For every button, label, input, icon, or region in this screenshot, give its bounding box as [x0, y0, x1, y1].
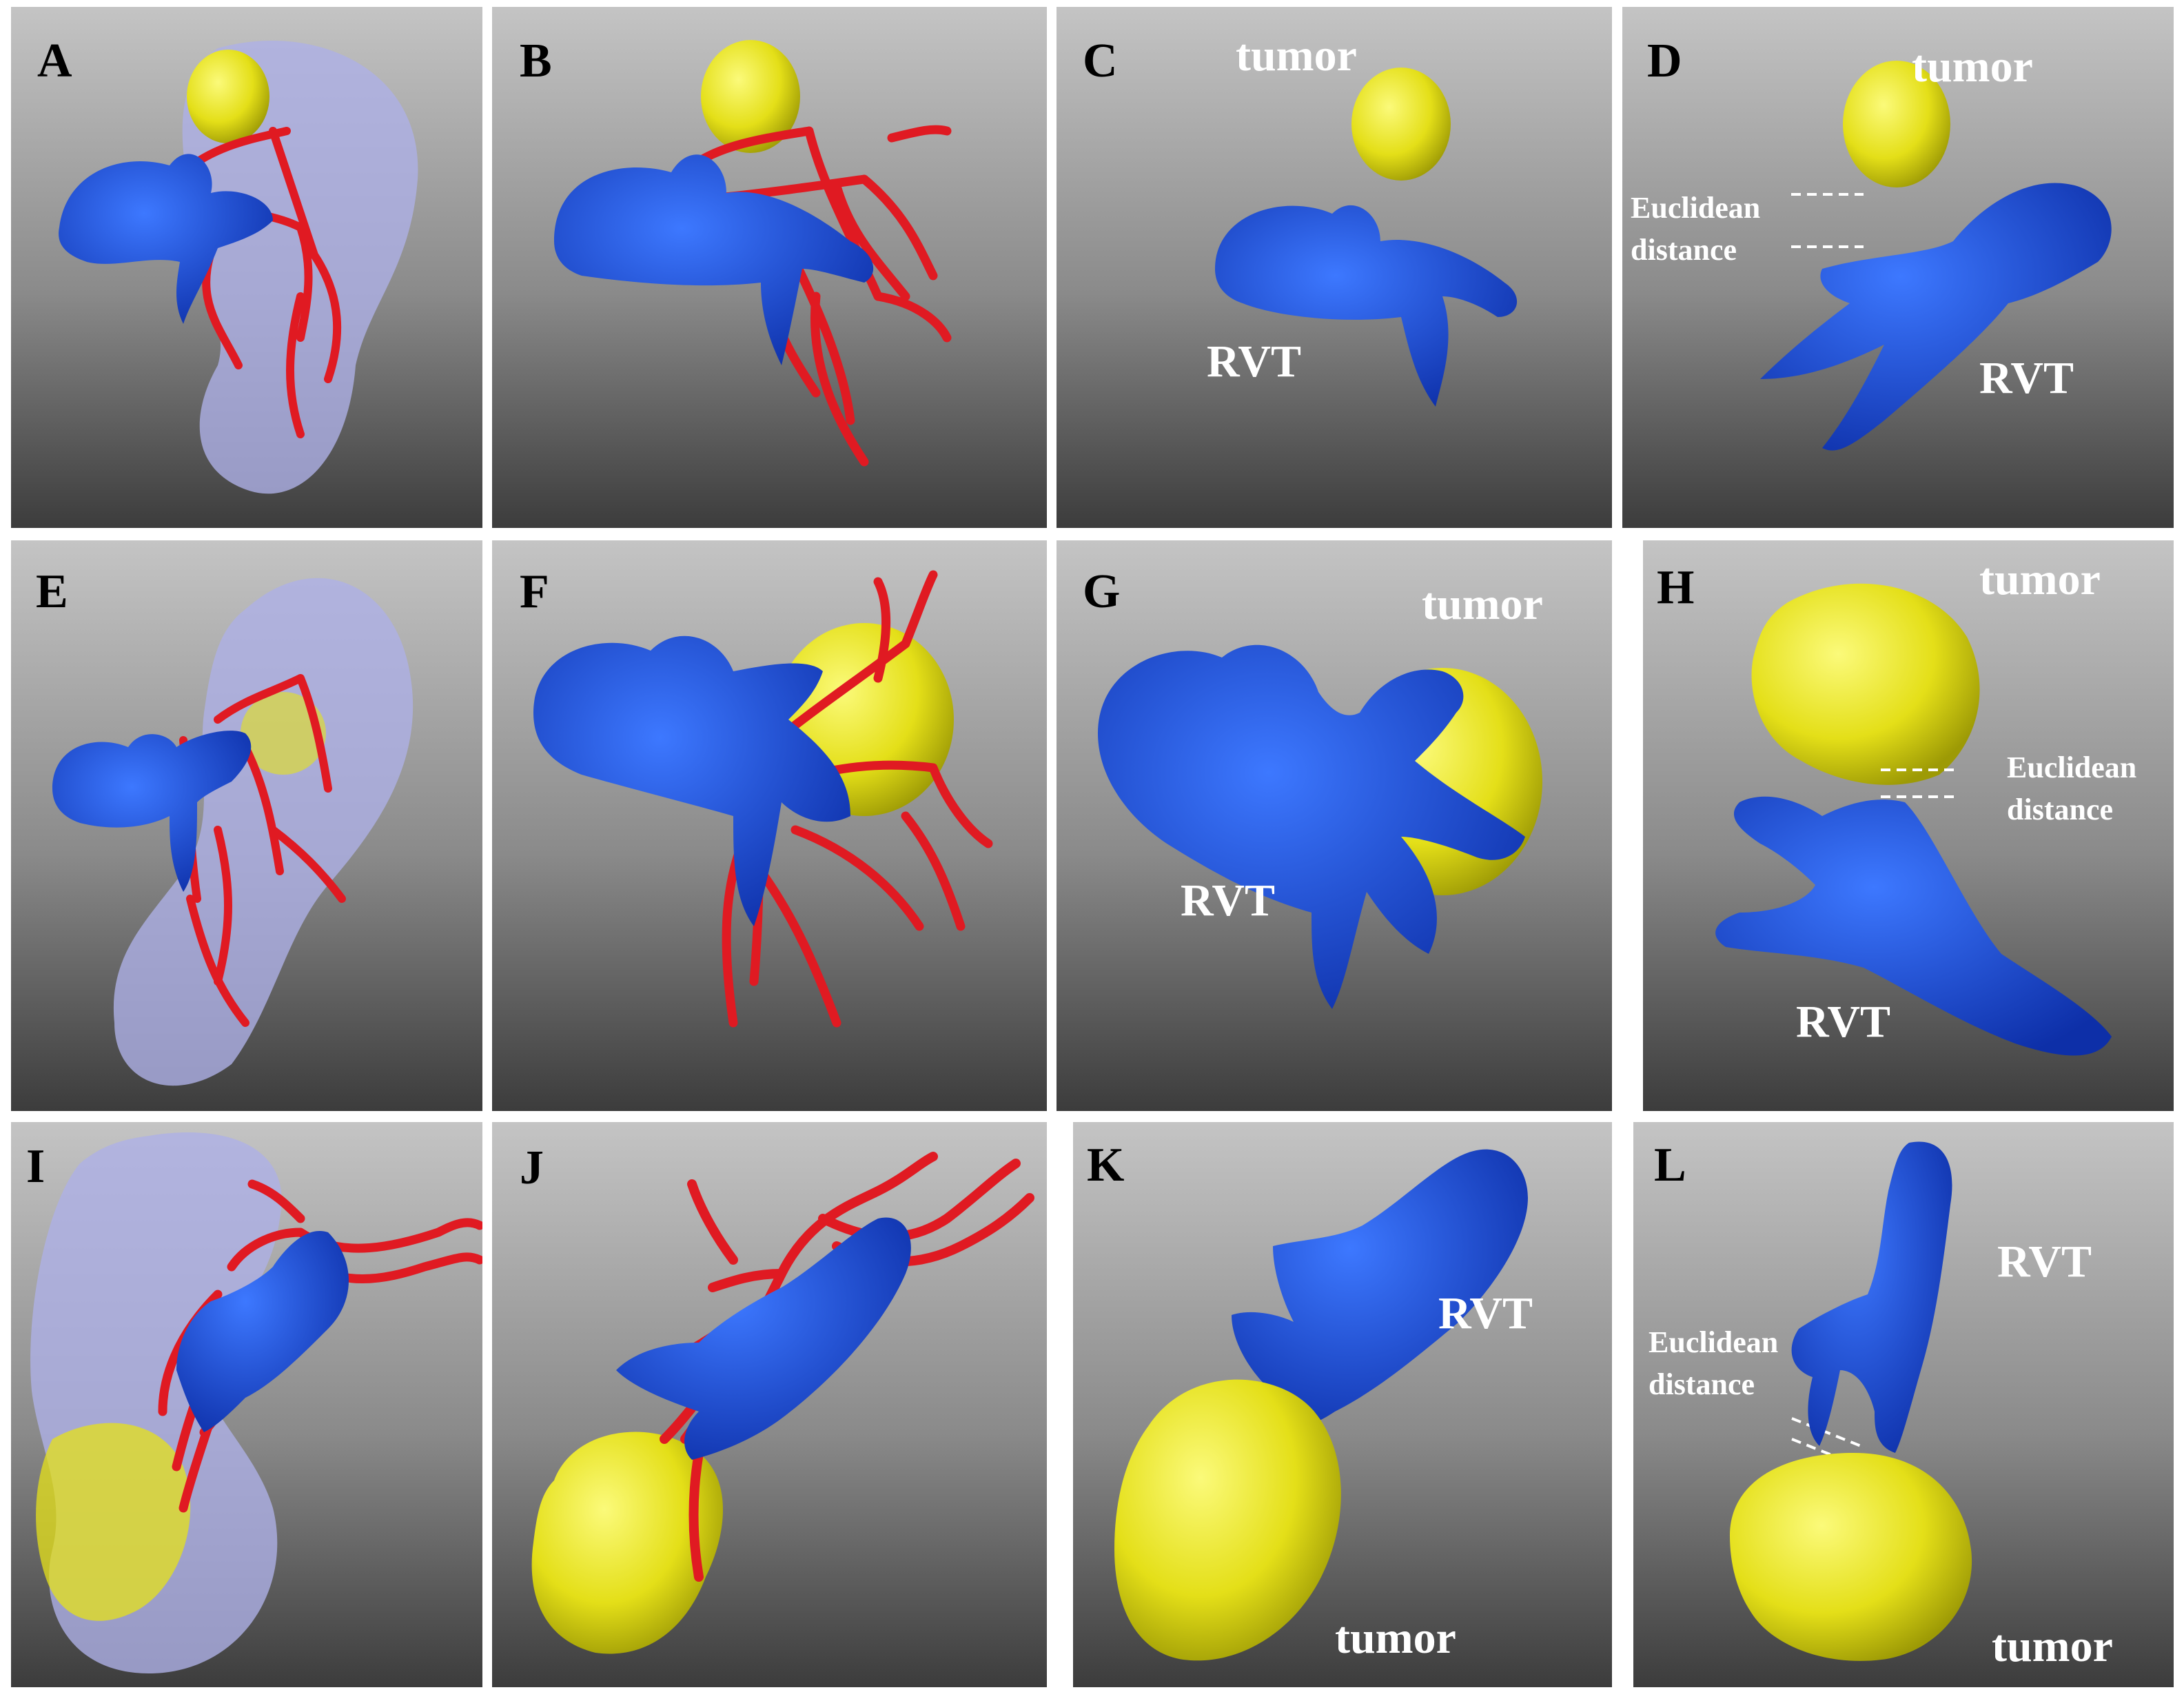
tumor	[241, 692, 326, 775]
panel-label: L	[1654, 1139, 1686, 1192]
render-g	[1057, 540, 1612, 1111]
rvt-label: RVT	[1207, 336, 1302, 387]
tumor-label: tumor	[1335, 1613, 1456, 1663]
distance-label: Euclidean distance	[1631, 191, 1761, 267]
panel-j: J	[492, 1122, 1047, 1687]
panel-label: I	[26, 1140, 45, 1193]
panel-label: B	[520, 34, 552, 88]
renal-vein-thrombus	[59, 154, 274, 324]
render-k	[1073, 1122, 1612, 1687]
distance-label: Euclidean distance	[1649, 1325, 1779, 1401]
tumor-label: tumor	[1236, 30, 1357, 81]
panel-label: H	[1657, 561, 1695, 614]
tumor	[187, 50, 269, 143]
renal-vein-thrombus	[533, 635, 850, 926]
render-a	[11, 7, 482, 528]
panel-b: B	[492, 7, 1047, 528]
panel-label: A	[37, 34, 72, 88]
rvt-label: RVT	[1181, 875, 1276, 926]
renal-vein-thrombus	[1098, 644, 1525, 1009]
render-h	[1643, 540, 2174, 1111]
renal-vein-thrombus	[1215, 205, 1518, 407]
renal-vein-thrombus	[176, 1231, 349, 1432]
panel-label: F	[520, 565, 549, 618]
render-c	[1057, 7, 1612, 528]
renal-vein-thrombus	[1715, 796, 2112, 1056]
tumor	[1730, 1453, 1972, 1661]
panel-a: A	[11, 7, 482, 528]
render-l	[1633, 1122, 2174, 1687]
tumor	[531, 1432, 723, 1654]
panel-label: E	[36, 565, 68, 618]
renal-vein-thrombus	[1791, 1141, 1952, 1453]
rvt-label: RVT	[1796, 997, 1891, 1047]
panel-label: G	[1083, 565, 1121, 618]
render-d	[1622, 7, 2174, 528]
renal-vein-thrombus	[616, 1217, 911, 1460]
panel-g: G tumor RVT	[1057, 540, 1612, 1111]
rvt-label: RVT	[1997, 1236, 2092, 1287]
tumor-label: tumor	[1912, 41, 2033, 92]
distance-label: Euclidean distance	[2007, 751, 2137, 826]
tumor	[1751, 583, 1980, 785]
panel-label: J	[520, 1141, 544, 1194]
render-i	[11, 1122, 482, 1687]
panel-k: K RVT tumor	[1073, 1122, 1612, 1687]
kidney	[182, 40, 418, 494]
tumor-label: tumor	[1979, 554, 2101, 604]
render-b	[492, 7, 1047, 528]
panel-d: D tumor Euclidean distance RVT	[1622, 7, 2174, 528]
panel-h: H tumor Euclidean distance RVT	[1643, 540, 2174, 1111]
render-j	[492, 1122, 1047, 1687]
panel-label: K	[1087, 1139, 1125, 1192]
tumor	[36, 1423, 191, 1621]
panel-label: D	[1647, 34, 1682, 88]
panel-label: C	[1083, 34, 1118, 88]
panel-e: E	[11, 540, 482, 1111]
tumor-label: tumor	[1422, 579, 1543, 629]
renal-vein-thrombus	[554, 154, 874, 365]
distance-line	[1791, 1438, 1861, 1468]
tumor	[701, 40, 800, 153]
renal-vein-thrombus	[52, 731, 252, 892]
panel-i: I	[11, 1122, 482, 1687]
tumor	[1843, 61, 1950, 187]
tumor	[1351, 68, 1451, 181]
tumor	[1114, 1379, 1341, 1661]
render-e	[11, 540, 482, 1111]
render-f	[492, 540, 1047, 1111]
panel-c: C tumor RVT	[1057, 7, 1612, 528]
rvt-label: RVT	[1979, 353, 2074, 403]
rvt-label: RVT	[1438, 1288, 1533, 1338]
tumor-label: tumor	[1992, 1621, 2113, 1671]
kidney	[113, 578, 414, 1086]
renal-vein-thrombus	[1232, 1149, 1528, 1432]
distance-line	[1791, 1417, 1861, 1447]
panel-f: F	[492, 540, 1047, 1111]
panel-l: L RVT Euclidean distance tumor	[1633, 1122, 2174, 1687]
renal-vein-thrombus	[1760, 183, 2112, 451]
